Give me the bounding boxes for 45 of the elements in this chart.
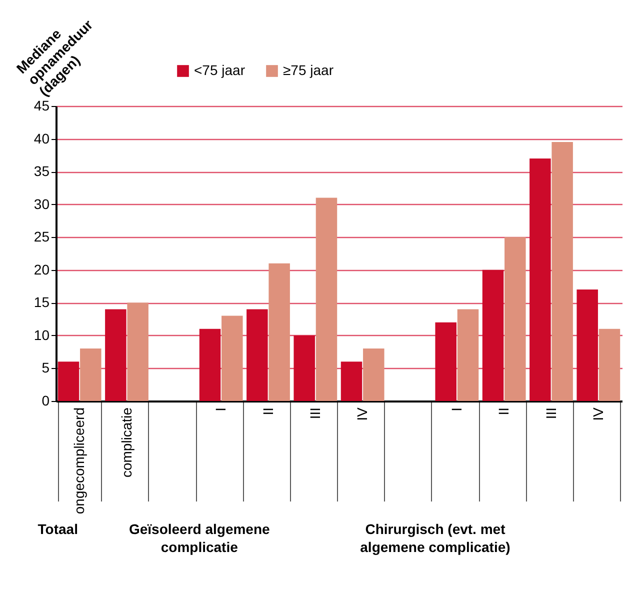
bar bbox=[363, 348, 384, 401]
bar bbox=[552, 142, 573, 401]
bar bbox=[294, 335, 315, 401]
bar bbox=[105, 309, 126, 401]
y-tick-label: 15 bbox=[34, 294, 50, 310]
x-tick-label: I bbox=[448, 408, 464, 412]
bar bbox=[340, 362, 362, 401]
y-tick-label: 45 bbox=[34, 98, 50, 114]
bar bbox=[457, 309, 479, 401]
y-tick-label: 25 bbox=[34, 228, 50, 245]
legend-label: <75 jaar bbox=[194, 62, 246, 78]
y-tick-label: 30 bbox=[34, 196, 50, 212]
bar bbox=[504, 237, 526, 401]
text: Geïsoleerd algemene complicatie bbox=[128, 521, 270, 555]
bar bbox=[246, 309, 268, 401]
bar bbox=[576, 290, 598, 401]
bar bbox=[268, 263, 290, 401]
x-tick-label: IV bbox=[590, 406, 606, 421]
bar bbox=[80, 348, 102, 401]
bar bbox=[127, 302, 148, 401]
bar bbox=[222, 316, 243, 401]
bar bbox=[316, 198, 338, 401]
x-tick-label: complicatie bbox=[118, 407, 134, 478]
bar bbox=[482, 270, 504, 401]
x-tick-label: III bbox=[542, 408, 559, 420]
legend-label: ≥75 jaar bbox=[283, 62, 334, 78]
y-tick-label: 0 bbox=[42, 392, 50, 408]
y-tick-label: 40 bbox=[34, 130, 50, 146]
x-tick-label: II bbox=[260, 408, 276, 416]
y-tick-label: 10 bbox=[34, 326, 50, 343]
y-tick-label: 20 bbox=[34, 261, 50, 278]
bar bbox=[58, 362, 80, 401]
text: Chirurgisch (evt. met algemene complicatie) bbox=[360, 521, 510, 555]
x-tick-label: IV bbox=[354, 406, 370, 421]
x-tick-label: I bbox=[212, 408, 229, 412]
bar bbox=[530, 158, 551, 401]
text: Totaal bbox=[38, 521, 78, 537]
y-tick-label: 35 bbox=[34, 163, 50, 180]
bar bbox=[598, 328, 620, 401]
y-tick-label: 5 bbox=[42, 360, 50, 376]
x-tick-label: ongecompliceerd bbox=[71, 408, 88, 514]
bar bbox=[199, 328, 221, 401]
bar bbox=[435, 322, 456, 401]
x-tick-label: III bbox=[306, 408, 323, 420]
x-tick-label: II bbox=[496, 408, 512, 416]
